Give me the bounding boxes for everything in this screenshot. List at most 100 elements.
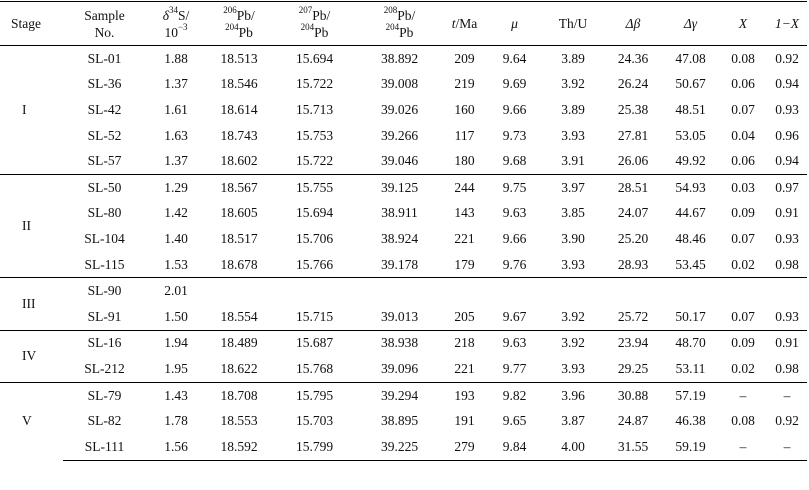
header-delta34s: δ34S/10−3 bbox=[146, 1, 206, 46]
cell-delta-gamma: 53.05 bbox=[675, 127, 706, 143]
header-t-ma: t/Ma bbox=[442, 1, 487, 46]
cell-x: 0.07 bbox=[731, 101, 755, 117]
cell-delta-gamma: 44.67 bbox=[675, 205, 706, 221]
table-row: V SL-79 1.43 18.708 15.795 39.294 193 9.82 3.96 3… bbox=[0, 381, 807, 460]
cell-delta-beta: 23.94 bbox=[604, 329, 662, 357]
cell-x: 0.07 bbox=[731, 230, 755, 246]
cell-delta34s: 1.94 bbox=[146, 329, 206, 357]
cell-pb208-pb204: 39.026 bbox=[380, 101, 419, 117]
cell-one-minus-x: 0.98 bbox=[775, 360, 799, 376]
cell-t-ma: 191 bbox=[454, 413, 475, 429]
cell-x: 0.08 bbox=[731, 413, 755, 429]
cell-x bbox=[719, 277, 767, 304]
cell-pb206-pb204: 18.567 bbox=[206, 173, 272, 201]
cell-delta-gamma: 53.45 bbox=[675, 256, 706, 272]
cell-pb207-pb204: 15.715 bbox=[295, 308, 334, 324]
cell-delta34s: 1.56 bbox=[146, 433, 206, 461]
cell-mu: 9.63 bbox=[502, 205, 527, 221]
cell-delta34s: 1.53 bbox=[164, 256, 188, 272]
cell-x: – bbox=[719, 433, 767, 461]
cell-sample-no: SL-91 bbox=[87, 308, 122, 324]
cell-x: 0.06 bbox=[731, 153, 755, 169]
cell-th-u: 3.92 bbox=[561, 76, 585, 92]
cell-pb206-pb204: 18.743 bbox=[220, 127, 258, 143]
cell-delta-gamma: 54.93 bbox=[662, 173, 719, 201]
cell-one-minus-x: 0.98 bbox=[775, 256, 799, 272]
table-row: II SL-50 1.29 18.567 15.755 39.125 244 9.75 3.97… bbox=[0, 173, 807, 278]
cell-delta-gamma: 47.08 bbox=[675, 50, 706, 66]
cell-one-minus-x: 0.97 bbox=[767, 173, 807, 201]
cell-delta-beta: 31.55 bbox=[604, 433, 662, 461]
cell-x: 0.06 bbox=[731, 76, 755, 92]
header-pb207-pb204: 207Pb/204Pb bbox=[272, 1, 357, 46]
cell-pb207-pb204: 15.694 bbox=[295, 50, 334, 66]
cell-pb207-pb204: 15.722 bbox=[295, 153, 334, 169]
cell-pb207-pb204: 15.753 bbox=[295, 127, 334, 143]
cell-th-u: 3.93 bbox=[561, 256, 585, 272]
header-stage: Stage bbox=[0, 1, 63, 46]
cell-pb208-pb204: 39.046 bbox=[380, 153, 419, 169]
cell-pb207-pb204: 15.799 bbox=[272, 433, 357, 461]
cell-mu: 9.69 bbox=[502, 76, 527, 92]
stage-cell: III bbox=[0, 277, 63, 331]
cell-delta-gamma: 59.19 bbox=[662, 433, 719, 461]
cell-pb208-pb204: 39.096 bbox=[380, 360, 419, 376]
cell-delta-beta bbox=[604, 277, 662, 304]
cell-th-u: 3.96 bbox=[542, 381, 604, 409]
cell-one-minus-x bbox=[767, 277, 807, 304]
cell-delta-gamma: 49.92 bbox=[675, 153, 706, 169]
header-delta-gamma: Δγ bbox=[662, 1, 719, 46]
cell-mu: 9.66 bbox=[502, 230, 527, 246]
cell-mu: 9.64 bbox=[502, 50, 527, 66]
cell-x: 0.09 bbox=[719, 329, 767, 357]
cell-t-ma: 218 bbox=[442, 329, 487, 357]
cell-pb206-pb204: 18.546 bbox=[220, 76, 258, 92]
cell-pb207-pb204: 15.755 bbox=[272, 173, 357, 201]
cell-delta-beta: 24.36 bbox=[617, 50, 649, 66]
cell-pb206-pb204: 18.708 bbox=[206, 381, 272, 409]
cell-mu: 9.73 bbox=[502, 127, 527, 143]
cell-pb208-pb204: 38.895 bbox=[380, 413, 419, 429]
cell-pb208-pb204: 38.924 bbox=[380, 230, 419, 246]
cell-delta34s: 1.42 bbox=[164, 205, 188, 221]
cell-delta-beta: 29.25 bbox=[617, 360, 649, 376]
stage-cell: V bbox=[0, 381, 63, 460]
cell-one-minus-x: 0.91 bbox=[775, 205, 799, 221]
cell-sample-no: SL-90 bbox=[63, 277, 146, 304]
cell-th-u: 3.91 bbox=[561, 153, 585, 169]
cell-sample-no: SL-50 bbox=[63, 173, 146, 201]
cell-pb207-pb204: 15.703 bbox=[295, 413, 334, 429]
cell-delta34s: 1.29 bbox=[146, 173, 206, 201]
cell-delta-beta: 25.38 bbox=[617, 101, 649, 117]
cell-t-ma bbox=[442, 277, 487, 304]
cell-delta34s: 1.88 bbox=[164, 50, 188, 66]
cell-t-ma: 180 bbox=[454, 153, 475, 169]
cell-delta-gamma: 46.38 bbox=[675, 413, 706, 429]
cell-pb208-pb204: 38.938 bbox=[357, 329, 442, 357]
cell-one-minus-x: 0.94 bbox=[775, 76, 799, 92]
cell-delta34s: 1.43 bbox=[146, 381, 206, 409]
cell-t-ma: 193 bbox=[442, 381, 487, 409]
cell-th-u: 3.93 bbox=[561, 127, 585, 143]
cell-th-u: 3.93 bbox=[561, 360, 585, 376]
cell-delta-beta: 28.51 bbox=[604, 173, 662, 201]
table-row: SL-80 1.42 18.605 15.694 38.911 143 9.63 3.85 24… bbox=[0, 201, 807, 227]
cell-th-u bbox=[542, 277, 604, 304]
cell-t-ma: 221 bbox=[454, 360, 475, 376]
cell-pb206-pb204: 18.513 bbox=[220, 50, 258, 66]
cell-t-ma: 244 bbox=[442, 173, 487, 201]
cell-pb208-pb204 bbox=[357, 277, 442, 304]
cell-sample-no: SL-111 bbox=[63, 433, 146, 461]
cell-pb206-pb204: 18.554 bbox=[220, 308, 258, 324]
cell-sample-no: SL-212 bbox=[84, 360, 125, 376]
cell-pb208-pb204: 39.013 bbox=[380, 308, 419, 324]
cell-mu: 9.76 bbox=[502, 256, 527, 272]
cell-sample-no: SL-82 bbox=[87, 413, 122, 429]
cell-sample-no: SL-16 bbox=[63, 329, 146, 357]
cell-delta-beta: 24.87 bbox=[617, 413, 649, 429]
cell-mu: 9.63 bbox=[487, 329, 542, 357]
cell-pb208-pb204: 39.178 bbox=[380, 256, 419, 272]
isotope-data-table: Stage Sample No. δ34S/10−3 206Pb/204Pb 20… bbox=[0, 1, 807, 461]
cell-x: 0.02 bbox=[731, 256, 755, 272]
cell-delta34s: 1.40 bbox=[164, 230, 188, 246]
